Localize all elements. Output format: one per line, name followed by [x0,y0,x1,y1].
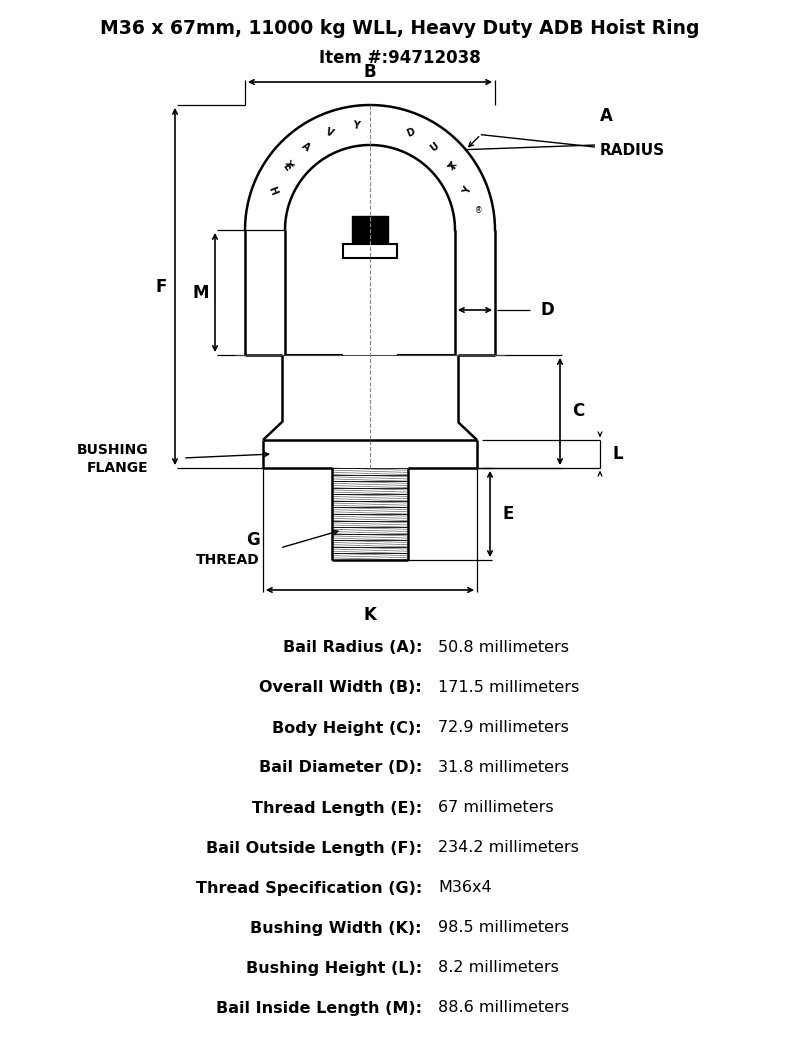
Text: A: A [300,141,312,153]
Text: Bail Diameter (D):: Bail Diameter (D): [258,761,422,776]
Text: 72.9 millimeters: 72.9 millimeters [438,720,569,735]
Text: A: A [600,107,613,125]
Text: 50.8 millimeters: 50.8 millimeters [438,640,569,656]
Text: 67 millimeters: 67 millimeters [438,801,554,816]
Text: 98.5 millimeters: 98.5 millimeters [438,920,569,935]
Text: M36 x 67mm, 11000 kg WLL, Heavy Duty ADB Hoist Ring: M36 x 67mm, 11000 kg WLL, Heavy Duty ADB… [100,18,700,37]
Text: ✕: ✕ [444,158,461,174]
Text: Body Height (C):: Body Height (C): [272,720,422,735]
Text: 88.6 millimeters: 88.6 millimeters [438,1001,569,1016]
Polygon shape [343,244,397,258]
Text: Bail Inside Length (M):: Bail Inside Length (M): [216,1001,422,1016]
Text: Overall Width (B):: Overall Width (B): [259,680,422,695]
Polygon shape [352,216,388,244]
Text: Item #:94712038: Item #:94712038 [319,49,481,67]
Text: E: E [502,505,514,523]
Text: F: F [155,277,166,295]
Text: K: K [363,606,377,624]
Text: Thread Length (E):: Thread Length (E): [252,801,422,816]
Text: Thread Specification (G):: Thread Specification (G): [196,880,422,895]
Text: L: L [612,445,622,463]
Text: 8.2 millimeters: 8.2 millimeters [438,961,559,975]
Text: 31.8 millimeters: 31.8 millimeters [438,761,569,776]
Text: 171.5 millimeters: 171.5 millimeters [438,680,579,695]
Text: Y: Y [352,121,360,131]
Text: G: G [246,531,260,549]
Text: FLANGE: FLANGE [86,461,148,475]
Text: Y: Y [462,185,474,196]
Text: B: B [364,63,376,81]
Text: H: H [266,185,279,197]
Text: D: D [405,127,416,140]
Text: V: V [324,127,335,140]
Text: Bushing Width (K):: Bushing Width (K): [250,920,422,935]
Text: ✕: ✕ [279,158,296,174]
Text: U: U [428,141,441,153]
Text: M: M [193,284,210,302]
Text: E: E [280,161,292,172]
Text: BUSHING: BUSHING [76,443,148,457]
Text: RADIUS: RADIUS [600,143,665,158]
Text: Bushing Height (L):: Bushing Height (L): [246,961,422,975]
Text: M36x4: M36x4 [438,880,492,895]
Text: D: D [540,300,554,320]
Text: C: C [572,402,584,420]
Text: Bail Radius (A):: Bail Radius (A): [282,640,422,656]
Text: T: T [448,161,460,172]
Text: Bail Outside Length (F):: Bail Outside Length (F): [206,840,422,856]
Text: THREAD: THREAD [196,553,260,567]
Text: 234.2 millimeters: 234.2 millimeters [438,840,579,856]
Text: ®: ® [474,206,482,216]
